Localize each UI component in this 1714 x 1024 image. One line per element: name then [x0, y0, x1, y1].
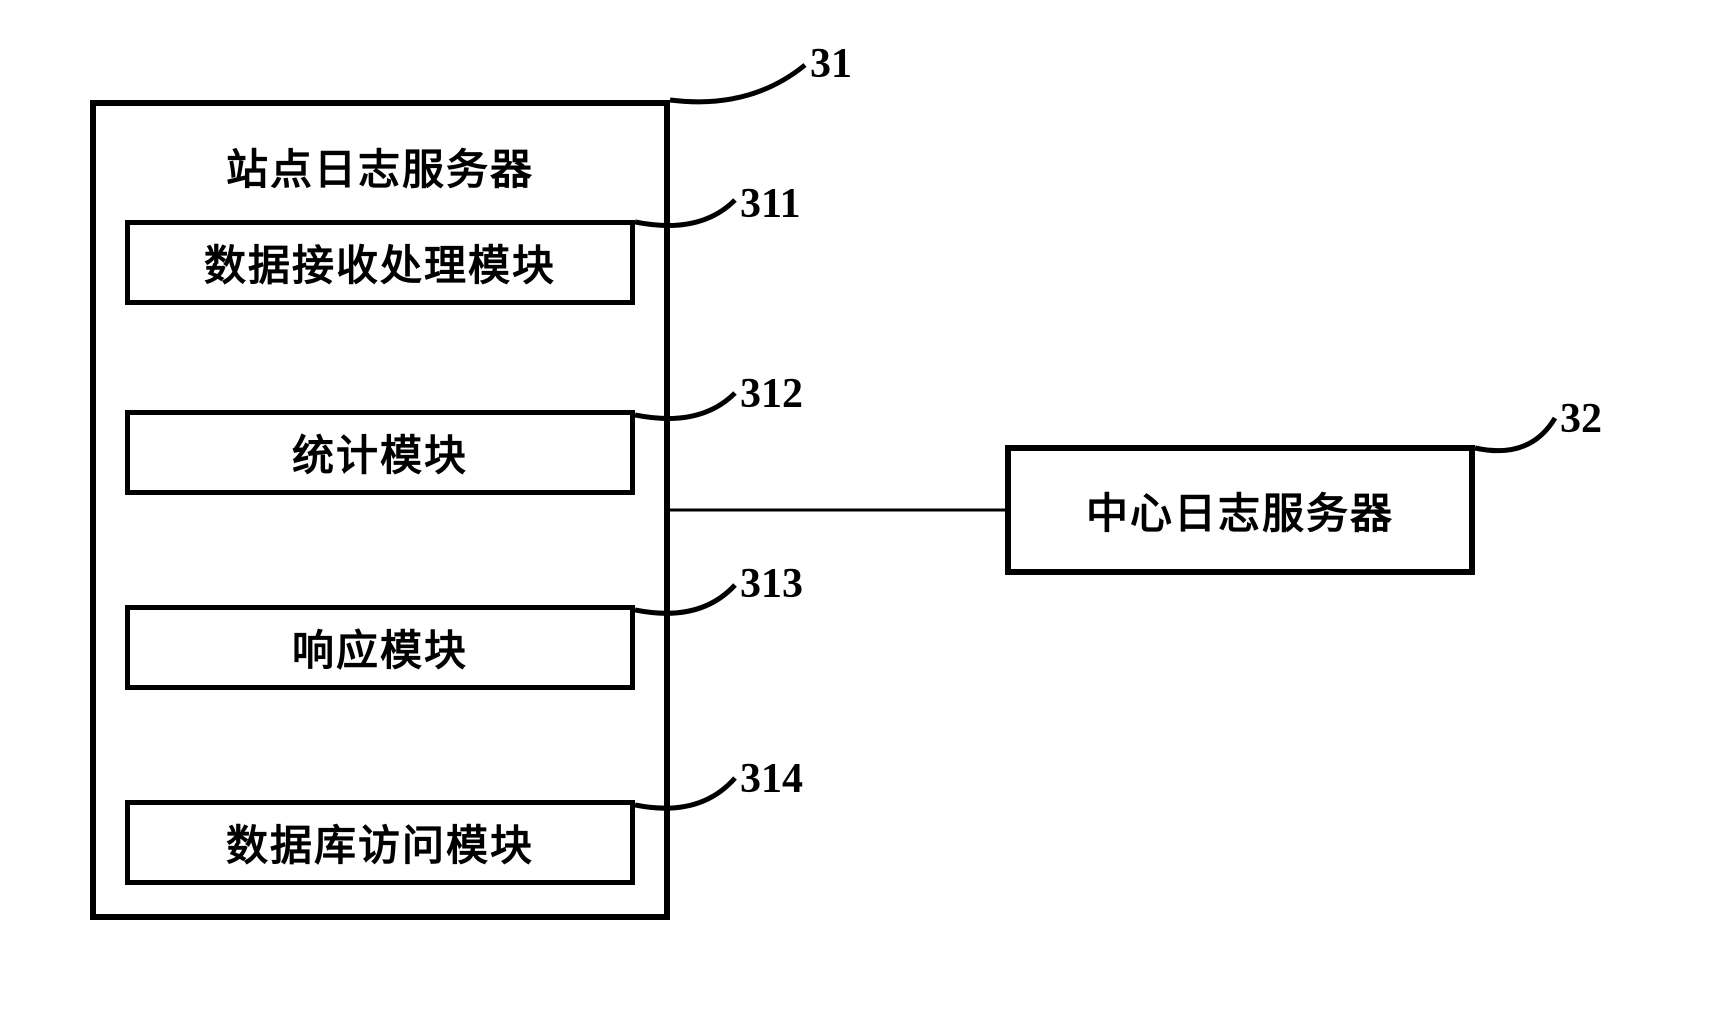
module-label: 数据库访问模块 [226, 812, 534, 873]
ref-label-313: 313 [740, 560, 803, 608]
callout-curve-31 [670, 65, 805, 102]
center-log-server-label: 中心日志服务器 [1086, 480, 1394, 541]
module-database-access: 数据库访问模块 [125, 800, 635, 885]
module-label: 统计模块 [292, 422, 468, 483]
ref-label-311: 311 [740, 180, 801, 228]
module-label: 数据接收处理模块 [204, 232, 556, 293]
ref-label-32: 32 [1560, 395, 1602, 443]
callout-curve-32 [1475, 418, 1555, 451]
main-container-title: 站点日志服务器 [96, 136, 664, 197]
module-label: 响应模块 [292, 617, 468, 678]
module-statistics: 统计模块 [125, 410, 635, 495]
module-data-receive: 数据接收处理模块 [125, 220, 635, 305]
ref-label-31: 31 [810, 40, 852, 88]
center-log-server-box: 中心日志服务器 [1005, 445, 1475, 575]
ref-label-314: 314 [740, 755, 803, 803]
module-response: 响应模块 [125, 605, 635, 690]
ref-label-312: 312 [740, 370, 803, 418]
